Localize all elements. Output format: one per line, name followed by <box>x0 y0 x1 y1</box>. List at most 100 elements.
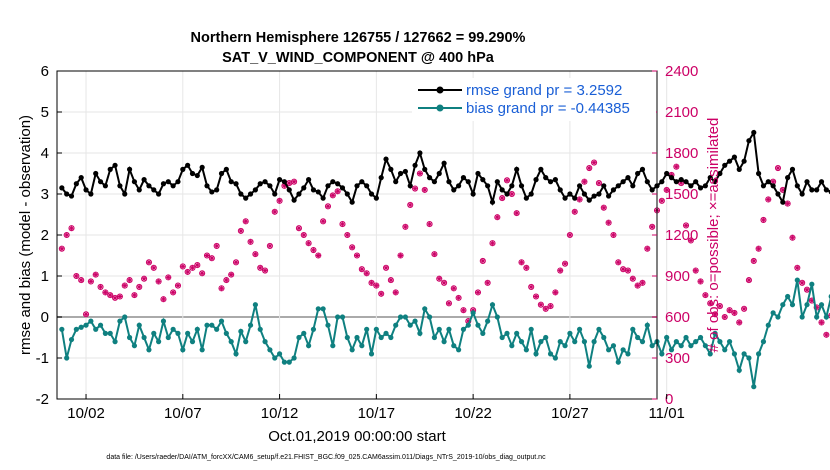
bias-point <box>141 334 147 341</box>
bias-point <box>257 326 263 332</box>
obs-count-point <box>760 216 767 224</box>
obs-count-point <box>373 282 380 289</box>
bias-point <box>368 351 375 357</box>
obs-count-point <box>450 285 457 292</box>
obs-count-point <box>528 283 535 290</box>
bias-point <box>572 339 578 345</box>
bias-point <box>422 306 428 312</box>
obs-count-point <box>102 289 109 296</box>
rmse-point <box>736 166 742 172</box>
rmse-point <box>446 179 452 185</box>
obs-count-point <box>460 307 467 314</box>
bias-point <box>823 314 829 320</box>
bias-point <box>88 318 94 324</box>
rmse-point <box>533 177 539 183</box>
obs-count-point <box>736 319 743 326</box>
rmse-point <box>88 191 94 197</box>
bias-point <box>354 334 360 341</box>
obs-count-point <box>97 283 104 290</box>
obs-count-point <box>257 264 264 271</box>
obs-count-point <box>765 196 772 203</box>
rmse-point <box>606 193 612 199</box>
rmse-point <box>746 138 752 144</box>
rmse-point <box>378 175 384 181</box>
obs-count-point <box>92 271 99 278</box>
rmse-point <box>726 158 733 164</box>
bias-point <box>151 330 157 336</box>
obs-count-point <box>682 222 690 229</box>
bias-point <box>456 347 462 353</box>
bias-point <box>818 302 825 308</box>
obs-count-point <box>552 289 559 296</box>
obs-count-point <box>799 279 806 286</box>
rmse-point <box>814 187 820 193</box>
rmse-point <box>301 185 307 191</box>
obs-count-point <box>644 245 651 252</box>
rmse-point <box>97 179 104 185</box>
obs-count-point <box>586 164 593 172</box>
y-tick-label: 6 <box>41 63 49 80</box>
obs-count-point <box>78 277 85 284</box>
rmse-point <box>78 175 84 181</box>
bias-point <box>596 326 602 332</box>
bias-point <box>509 343 515 349</box>
rmse-point <box>436 170 442 177</box>
rmse-point <box>567 191 573 197</box>
y-axis-label: rmse and bias (model - observation) <box>17 115 34 355</box>
obs-count-point <box>339 221 346 228</box>
rmse-point <box>596 191 602 197</box>
rmse-point <box>775 191 781 197</box>
bias-point <box>799 314 805 320</box>
rmse-point <box>489 199 496 205</box>
x-tick-label: 10/22 <box>454 405 492 422</box>
obs-count-point <box>803 286 811 293</box>
obs-count-point <box>184 268 191 275</box>
bias-point <box>272 355 278 361</box>
bias-point <box>804 302 810 308</box>
obs-count-point <box>223 277 230 284</box>
rmse-point <box>809 187 815 193</box>
obs-count-point <box>716 303 723 310</box>
bias-point <box>552 355 558 361</box>
bias-point <box>499 334 505 341</box>
bias-point <box>339 314 346 320</box>
rmse-point <box>635 170 641 177</box>
rmse-point <box>397 170 404 177</box>
rmse-point <box>756 170 762 177</box>
obs-count-point <box>131 292 138 299</box>
bias-point <box>218 318 225 324</box>
bias-point <box>523 347 529 353</box>
obs-count-point <box>392 289 399 296</box>
bias-point <box>717 339 723 345</box>
rmse-point <box>693 179 699 185</box>
bias-point <box>194 326 200 332</box>
bias-point <box>514 330 520 336</box>
bias-point <box>635 334 641 341</box>
x-tick-label: 10/02 <box>67 405 105 422</box>
rmse-point <box>402 168 408 175</box>
rmse-point <box>538 166 544 172</box>
obs-count-point <box>334 188 341 195</box>
chart-title-line2: SAT_V_WIND_COMPONENT @ 400 hPa <box>222 50 495 66</box>
bias-point <box>485 318 491 324</box>
obs-count-point <box>213 242 220 249</box>
obs-count-point <box>750 257 757 265</box>
obs-count-point <box>702 292 709 299</box>
x-axis-label: Oct.01,2019 00:00:00 start <box>268 428 446 445</box>
bias-point <box>359 343 365 349</box>
bias-point <box>364 326 370 332</box>
obs-count-point <box>620 266 627 273</box>
rmse-point <box>630 183 636 189</box>
rmse-point <box>112 162 118 168</box>
obs-count-point <box>145 259 152 266</box>
bias-point <box>649 343 655 349</box>
rmse-point <box>344 191 350 197</box>
bias-point <box>615 359 621 365</box>
obs-count-point <box>121 282 128 289</box>
rmse-point <box>639 166 646 172</box>
bias-point <box>528 326 534 332</box>
obs-count-point <box>455 294 462 301</box>
rmse-point <box>572 195 578 201</box>
bias-point <box>751 384 757 390</box>
bias-point <box>814 314 820 320</box>
